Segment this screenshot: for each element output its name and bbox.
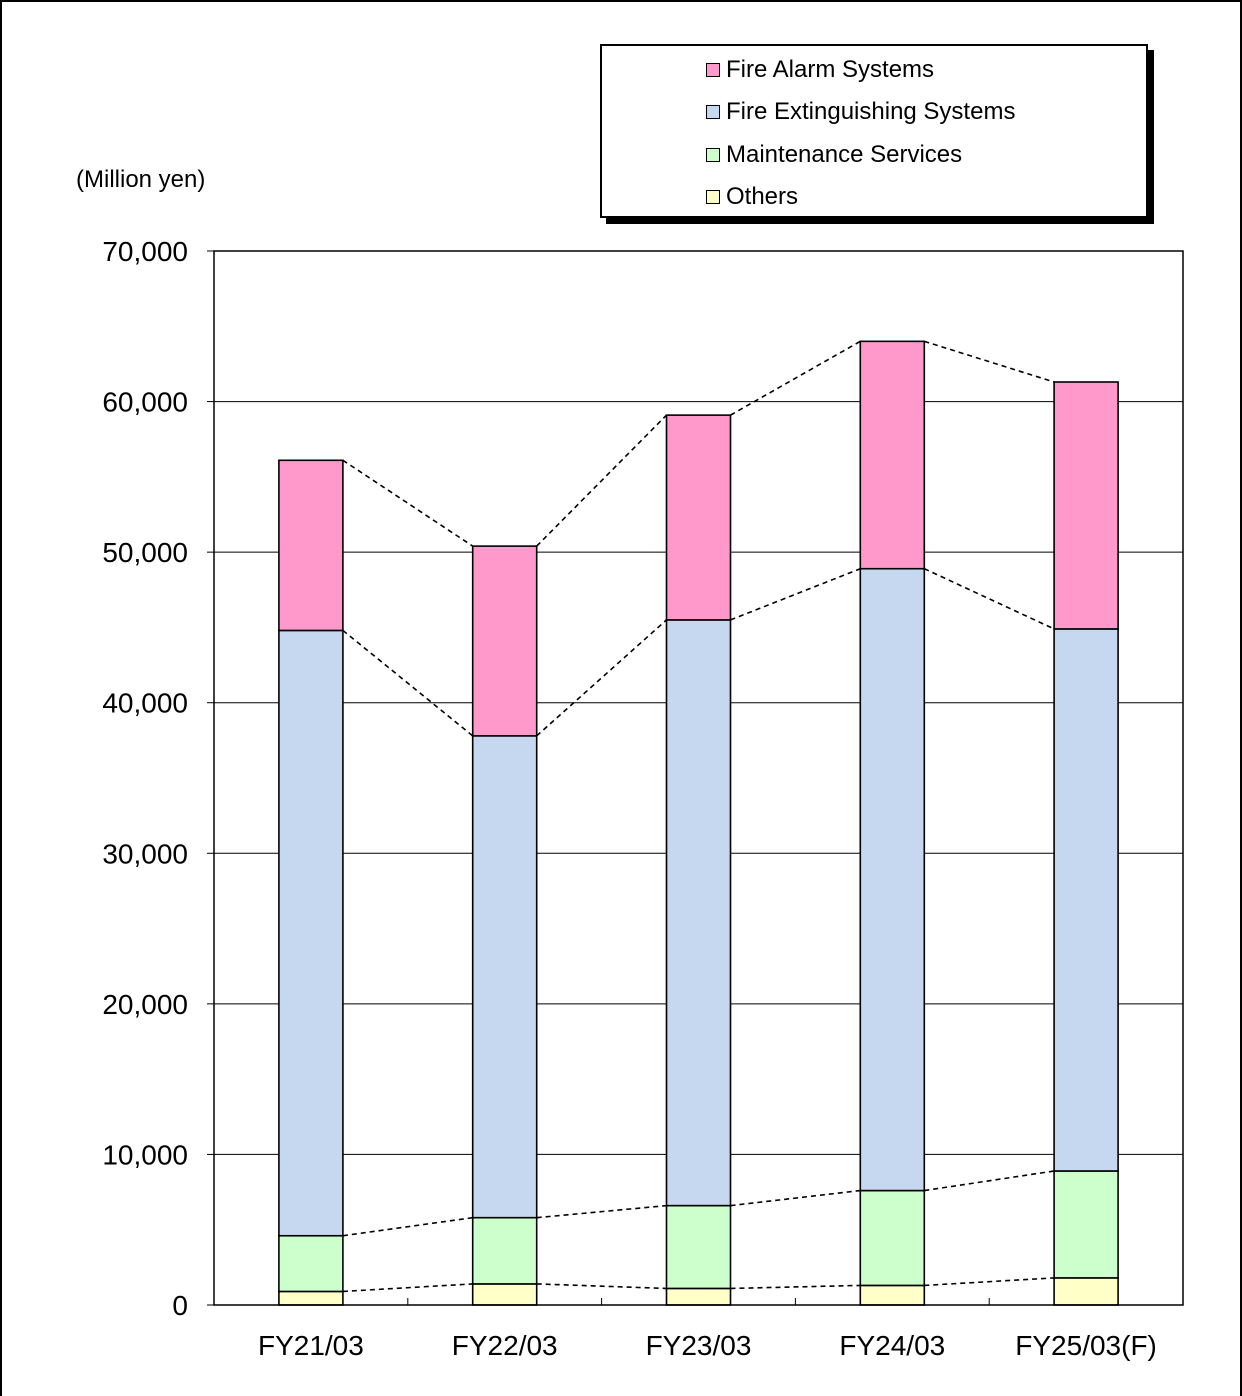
x-tick-label: FY21/03: [258, 1330, 364, 1361]
bar-maintenance-services: [859, 1189, 926, 1287]
legend-item-fire-alarm-systems: Fire Alarm Systems: [706, 55, 934, 85]
legend-swatch-fire-alarm-systems: [706, 63, 720, 77]
legend-label-maintenance-services: Maintenance Services: [726, 141, 963, 168]
y-tick-label: 70,000: [102, 236, 188, 267]
bar-fire-alarm-systems: [859, 340, 926, 570]
bar-fire-alarm-systems: [1053, 381, 1119, 630]
y-tick-label: 10,000: [102, 1139, 188, 1170]
legend: Fire Alarm Systems Fire Extinguishing Sy…: [600, 44, 1148, 218]
legend-label-others: Others: [726, 183, 799, 210]
y-tick-label: 40,000: [102, 688, 188, 719]
legend-swatch-fire-extinguishing-systems: [706, 105, 720, 119]
bar-others: [278, 1290, 344, 1306]
series-line-others: [730, 1284, 861, 1290]
series-line-fire-extinguishing-systems: [342, 629, 474, 737]
series-line-fire-extinguishing-systems: [536, 619, 668, 737]
series-line-fire-alarm-systems: [730, 340, 861, 416]
bar-fire-extinguishing-systems: [665, 619, 732, 1207]
bar-maintenance-services: [471, 1216, 538, 1285]
bar-fire-alarm-systems: [665, 414, 732, 621]
series-line-fire-alarm-systems: [924, 340, 1055, 383]
series-line-fire-alarm-systems: [536, 414, 668, 547]
plot-border: [213, 250, 1184, 1306]
legend-item-maintenance-services: Maintenance Services: [706, 140, 962, 170]
y-tick-label: 30,000: [102, 838, 188, 869]
series-line-maintenance-services: [730, 1189, 861, 1207]
y-tick-label: 20,000: [102, 989, 188, 1020]
legend-swatch-others: [706, 190, 720, 204]
bar-others: [665, 1287, 732, 1306]
x-tick-label: FY25/03(F): [1015, 1330, 1157, 1361]
series-line-maintenance-services: [342, 1216, 473, 1237]
series-line-maintenance-services: [924, 1170, 1055, 1192]
bar-others: [1053, 1277, 1119, 1306]
series-line-others: [924, 1277, 1055, 1287]
legend-swatch-maintenance-services: [706, 148, 720, 162]
bar-fire-alarm-systems: [278, 459, 344, 632]
series-line-maintenance-services: [536, 1204, 667, 1219]
bar-fire-extinguishing-systems: [278, 629, 344, 1237]
bar-maintenance-services: [1053, 1170, 1119, 1279]
series-line-fire-alarm-systems: [342, 459, 474, 547]
bar-fire-extinguishing-systems: [1053, 628, 1119, 1172]
series-line-others: [536, 1283, 667, 1290]
y-tick-label: 50,000: [102, 537, 188, 568]
bar-others: [859, 1284, 926, 1306]
y-axis-unit-label: (Million yen): [76, 166, 206, 193]
bar-maintenance-services: [665, 1204, 732, 1290]
y-tick-label: 60,000: [102, 387, 188, 418]
bar-others: [471, 1283, 538, 1306]
bar-fire-extinguishing-systems: [471, 735, 538, 1219]
x-tick-label: FY24/03: [839, 1330, 945, 1361]
y-tick-label: 0: [172, 1290, 188, 1321]
series-line-fire-extinguishing-systems: [923, 567, 1055, 630]
legend-item-others: Others: [706, 182, 798, 212]
legend-label-fire-alarm-systems: Fire Alarm Systems: [726, 56, 935, 83]
x-tick-label: FY22/03: [452, 1330, 558, 1361]
series-line-others: [342, 1283, 473, 1293]
legend-label-fire-extinguishing-systems: Fire Extinguishing Systems: [726, 98, 1016, 125]
bar-fire-extinguishing-systems: [859, 567, 926, 1192]
x-tick-label: FY23/03: [646, 1330, 752, 1361]
bar-fire-alarm-systems: [471, 545, 538, 737]
bar-maintenance-services: [278, 1234, 344, 1293]
legend-item-fire-extinguishing-systems: Fire Extinguishing Systems: [706, 97, 1015, 127]
